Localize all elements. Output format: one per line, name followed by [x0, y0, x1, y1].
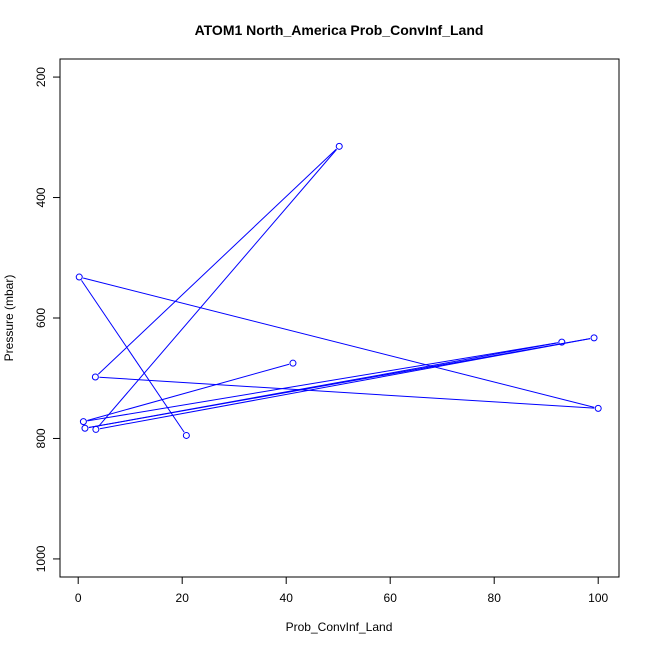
x-tick-label: 20: [176, 591, 190, 605]
y-tick-label: 400: [34, 187, 48, 207]
data-point: [92, 425, 100, 433]
y-tick-label: 600: [34, 308, 48, 328]
x-tick-label: 40: [280, 591, 294, 605]
data-point: [335, 142, 343, 150]
x-tick-label: 100: [588, 591, 608, 605]
series-line-segment: [99, 338, 591, 430]
series-line-segment: [82, 277, 595, 408]
series-line-segment: [99, 376, 595, 409]
data-point: [594, 404, 602, 412]
y-axis: 200 400 600 800 1000: [34, 67, 61, 572]
y-tick-label: 200: [34, 67, 48, 87]
x-axis-label: Prob_ConvInf_Land: [286, 620, 393, 634]
data-point: [75, 273, 83, 281]
series-line-segment: [97, 148, 337, 375]
data-point: [558, 338, 566, 346]
x-tick-label: 0: [75, 591, 82, 605]
data-point: [590, 334, 598, 342]
series-layer: [75, 142, 602, 439]
series-line-segment: [87, 342, 558, 422]
chart-title: ATOM1 North_America Prob_ConvInf_Land: [195, 22, 484, 38]
series-line-segment: [98, 149, 338, 427]
y-tick-label: 1000: [34, 545, 48, 572]
y-tick-label: 800: [34, 428, 48, 448]
series-line-segment: [81, 280, 185, 433]
series-line-segment: [87, 363, 290, 422]
data-point: [79, 418, 87, 426]
x-tick-label: 60: [384, 591, 398, 605]
y-axis-label: Pressure (mbar): [2, 275, 16, 362]
plot-area: [59, 58, 620, 578]
data-point: [289, 359, 297, 367]
data-point: [81, 424, 89, 432]
x-axis: 0 20 40 60 80 100: [75, 576, 609, 605]
x-tick-label: 80: [488, 591, 502, 605]
series-line-segment: [88, 338, 591, 429]
data-point: [91, 373, 99, 381]
data-point: [182, 431, 190, 439]
